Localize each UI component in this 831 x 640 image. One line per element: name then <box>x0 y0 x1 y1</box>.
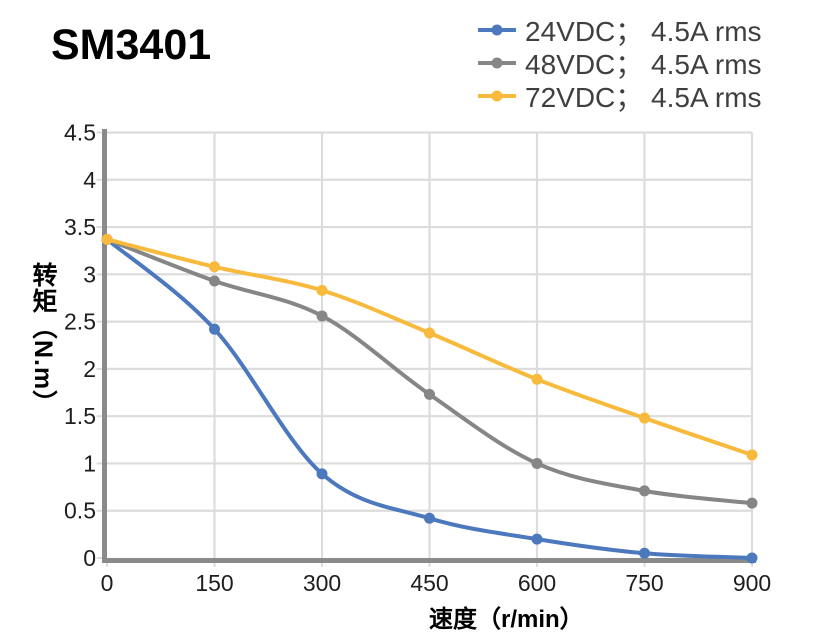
x-tick-label: 300 <box>303 570 341 596</box>
legend-line-dot-icon <box>478 57 516 68</box>
y-tick-label: 4 <box>83 167 96 193</box>
data-point-72vdc <box>209 261 220 273</box>
x-tick-label: 900 <box>733 570 771 596</box>
y-tick-label: 1.5 <box>64 403 96 429</box>
y-axis-title: 转矩（N.m） <box>29 262 57 417</box>
data-point-24vdc <box>424 512 435 524</box>
data-point-48vdc <box>746 497 758 509</box>
data-point-48vdc <box>424 388 435 400</box>
x-tick-label: 150 <box>195 570 233 596</box>
legend-item-24vdc: 24VDC； 4.5A rms <box>478 13 762 47</box>
data-point-72vdc <box>531 373 543 385</box>
data-point-72vdc <box>639 412 650 424</box>
y-tick-label: 2.5 <box>64 309 96 335</box>
y-tick-label: 1 <box>83 450 96 476</box>
x-tick-label: 600 <box>518 570 556 596</box>
data-point-24vdc <box>316 468 328 480</box>
data-point-72vdc <box>424 327 435 339</box>
legend-line-dot-icon <box>478 90 516 101</box>
data-point-72vdc <box>746 449 758 461</box>
data-point-72vdc <box>101 233 113 245</box>
legend-line-dot-icon <box>478 24 516 35</box>
legend-label: 48VDC； 4.5A rms <box>525 48 762 80</box>
y-tick-label: 3.5 <box>64 214 96 240</box>
y-tick-label: 3 <box>83 261 96 287</box>
legend: 24VDC； 4.5A rms 48VDC； 4.5A rms 72VDC； 4.5… <box>478 13 762 113</box>
data-point-48vdc <box>639 485 650 497</box>
data-point-24vdc <box>639 547 650 559</box>
legend-label: 72VDC； 4.5A rms <box>525 81 762 113</box>
y-tick-label: 2 <box>83 356 96 382</box>
page-title: SM3401 <box>51 21 212 69</box>
data-point-24vdc <box>531 533 543 545</box>
x-tick-label: 0 <box>101 570 114 596</box>
legend-label: 24VDC； 4.5A rms <box>525 15 762 47</box>
data-point-24vdc <box>209 323 220 335</box>
legend-item-48vdc: 48VDC； 4.5A rms <box>478 46 762 80</box>
data-point-48vdc <box>209 275 220 287</box>
data-point-48vdc <box>531 457 543 469</box>
x-axis-title: 速度（r/min） <box>429 606 584 633</box>
y-tick-label: 4.5 <box>64 120 96 146</box>
y-tick-label: 0 <box>83 545 96 571</box>
data-point-24vdc <box>746 552 758 564</box>
data-point-48vdc <box>316 310 328 322</box>
x-tick-label: 450 <box>410 570 448 596</box>
legend-item-72vdc: 72VDC； 4.5A rms <box>478 79 762 113</box>
x-tick-label: 750 <box>625 570 663 596</box>
data-point-72vdc <box>316 284 328 296</box>
y-tick-label: 0.5 <box>64 498 96 524</box>
